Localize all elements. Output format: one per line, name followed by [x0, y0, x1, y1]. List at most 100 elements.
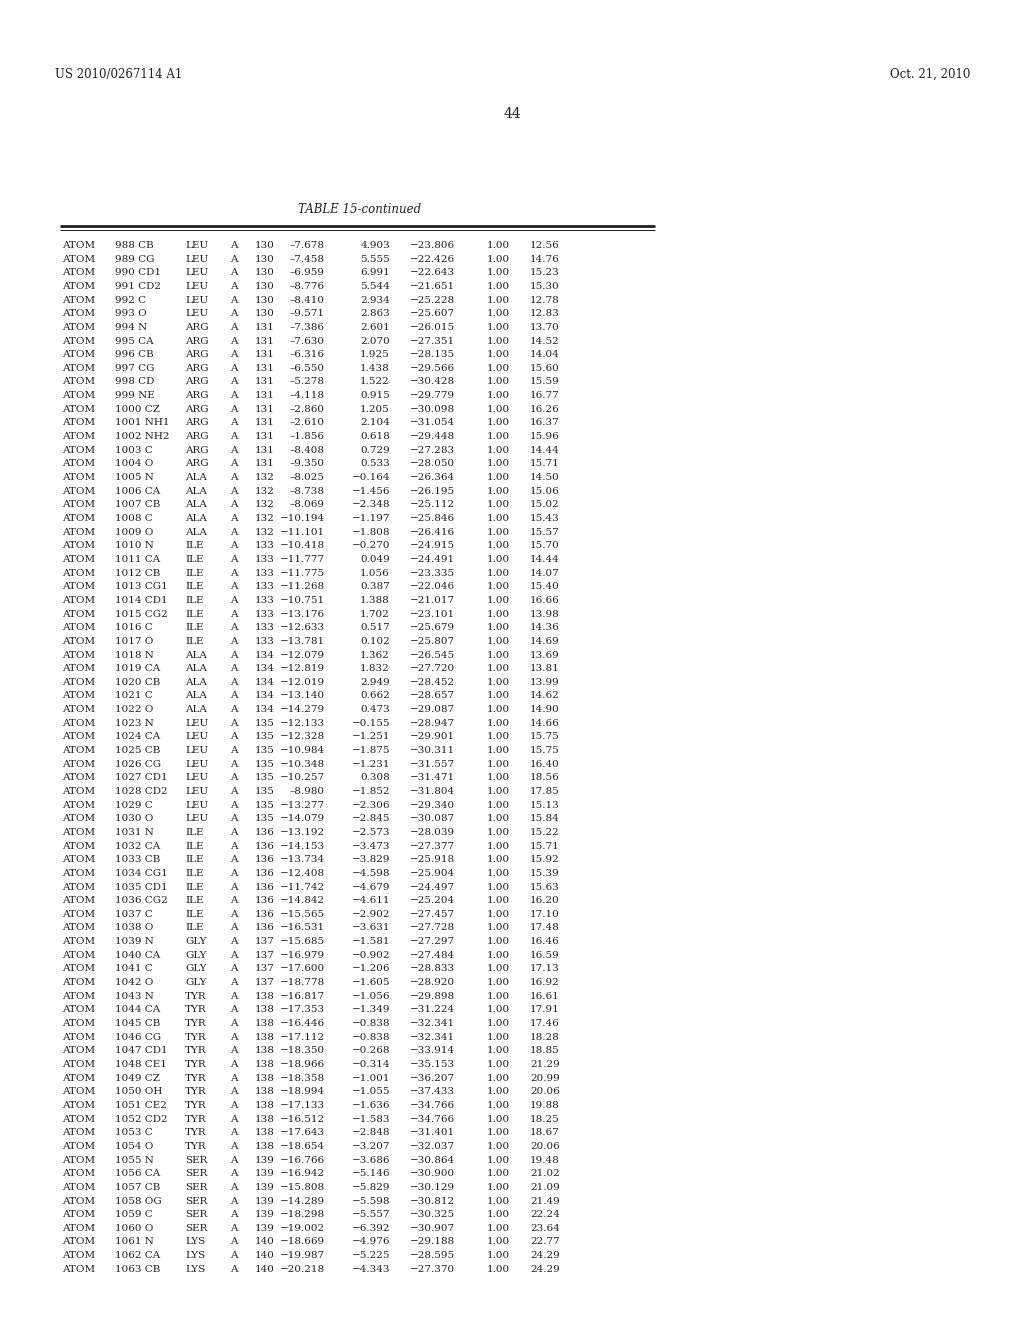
Text: 1005 N: 1005 N — [115, 473, 154, 482]
Text: 138: 138 — [255, 1073, 275, 1082]
Text: ILE: ILE — [185, 582, 204, 591]
Text: 23.64: 23.64 — [530, 1224, 560, 1233]
Text: −13.277: −13.277 — [280, 801, 325, 809]
Text: −25.204: −25.204 — [410, 896, 455, 906]
Text: 17.10: 17.10 — [530, 909, 560, 919]
Text: −28.657: −28.657 — [410, 692, 455, 701]
Text: Oct. 21, 2010: Oct. 21, 2010 — [890, 69, 970, 81]
Text: ATOM: ATOM — [62, 1265, 95, 1274]
Text: A: A — [230, 965, 238, 973]
Text: −30.907: −30.907 — [410, 1224, 455, 1233]
Text: A: A — [230, 801, 238, 809]
Text: −21.651: −21.651 — [410, 282, 455, 290]
Text: ATOM: ATOM — [62, 569, 95, 578]
Text: −32.341: −32.341 — [410, 1032, 455, 1041]
Text: −27.370: −27.370 — [410, 1265, 455, 1274]
Text: 1056 CA: 1056 CA — [115, 1170, 160, 1179]
Text: 133: 133 — [255, 554, 275, 564]
Text: ATOM: ATOM — [62, 528, 95, 537]
Text: 134: 134 — [255, 692, 275, 701]
Text: 1.00: 1.00 — [486, 459, 510, 469]
Text: −20.218: −20.218 — [280, 1265, 325, 1274]
Text: A: A — [230, 1060, 238, 1069]
Text: −31.557: −31.557 — [410, 760, 455, 768]
Text: −3.829: −3.829 — [351, 855, 390, 865]
Text: A: A — [230, 405, 238, 413]
Text: TABLE 15-continued: TABLE 15-continued — [298, 203, 422, 216]
Text: –8.980: –8.980 — [290, 787, 325, 796]
Text: 1063 CB: 1063 CB — [115, 1265, 161, 1274]
Text: −27.720: −27.720 — [410, 664, 455, 673]
Text: 14.62: 14.62 — [530, 692, 560, 701]
Text: −29.901: −29.901 — [410, 733, 455, 742]
Text: ATOM: ATOM — [62, 487, 95, 496]
Text: 1050 OH: 1050 OH — [115, 1088, 163, 1097]
Text: 0.517: 0.517 — [360, 623, 390, 632]
Text: A: A — [230, 636, 238, 645]
Text: 1.00: 1.00 — [486, 541, 510, 550]
Text: −29.188: −29.188 — [410, 1237, 455, 1246]
Text: 0.049: 0.049 — [360, 554, 390, 564]
Text: 133: 133 — [255, 610, 275, 619]
Text: 138: 138 — [255, 1006, 275, 1014]
Text: ATOM: ATOM — [62, 513, 95, 523]
Text: −14.153: −14.153 — [280, 842, 325, 850]
Text: ALA: ALA — [185, 473, 207, 482]
Text: −30.087: −30.087 — [410, 814, 455, 824]
Text: A: A — [230, 677, 238, 686]
Text: 15.84: 15.84 — [530, 814, 560, 824]
Text: 1.00: 1.00 — [486, 965, 510, 973]
Text: −4.598: −4.598 — [351, 869, 390, 878]
Text: −18.654: −18.654 — [280, 1142, 325, 1151]
Text: −25.228: −25.228 — [410, 296, 455, 305]
Text: –8.410: –8.410 — [290, 296, 325, 305]
Text: 132: 132 — [255, 473, 275, 482]
Text: −31.804: −31.804 — [410, 787, 455, 796]
Text: ILE: ILE — [185, 610, 204, 619]
Text: 1.00: 1.00 — [486, 391, 510, 400]
Text: 1.00: 1.00 — [486, 473, 510, 482]
Text: –1.856: –1.856 — [290, 432, 325, 441]
Text: 21.29: 21.29 — [530, 1060, 560, 1069]
Text: A: A — [230, 1224, 238, 1233]
Text: 1.00: 1.00 — [486, 1237, 510, 1246]
Text: 15.13: 15.13 — [530, 801, 560, 809]
Text: 21.02: 21.02 — [530, 1170, 560, 1179]
Text: −11.268: −11.268 — [280, 582, 325, 591]
Text: 995 CA: 995 CA — [115, 337, 154, 346]
Text: 15.92: 15.92 — [530, 855, 560, 865]
Text: –4.118: –4.118 — [290, 391, 325, 400]
Text: SER: SER — [185, 1210, 208, 1220]
Text: −17.643: −17.643 — [280, 1129, 325, 1138]
Text: A: A — [230, 924, 238, 932]
Text: A: A — [230, 1101, 238, 1110]
Text: −30.864: −30.864 — [410, 1155, 455, 1164]
Text: A: A — [230, 1142, 238, 1151]
Text: ATOM: ATOM — [62, 1101, 95, 1110]
Text: −18.358: −18.358 — [280, 1073, 325, 1082]
Text: 131: 131 — [255, 446, 275, 455]
Text: 1.00: 1.00 — [486, 842, 510, 850]
Text: 18.67: 18.67 — [530, 1129, 560, 1138]
Text: −19.002: −19.002 — [280, 1224, 325, 1233]
Text: −0.155: −0.155 — [351, 719, 390, 727]
Text: ATOM: ATOM — [62, 296, 95, 305]
Text: −2.902: −2.902 — [351, 909, 390, 919]
Text: 1040 CA: 1040 CA — [115, 950, 160, 960]
Text: −31.054: −31.054 — [410, 418, 455, 428]
Text: ALA: ALA — [185, 705, 207, 714]
Text: −27.351: −27.351 — [410, 337, 455, 346]
Text: 1.00: 1.00 — [486, 705, 510, 714]
Text: –2.860: –2.860 — [290, 405, 325, 413]
Text: 1.00: 1.00 — [486, 677, 510, 686]
Text: A: A — [230, 391, 238, 400]
Text: −19.987: −19.987 — [280, 1251, 325, 1261]
Text: A: A — [230, 309, 238, 318]
Text: ATOM: ATOM — [62, 378, 95, 387]
Text: 1.00: 1.00 — [486, 814, 510, 824]
Text: 136: 136 — [255, 909, 275, 919]
Text: −28.039: −28.039 — [410, 828, 455, 837]
Text: −12.019: −12.019 — [280, 677, 325, 686]
Text: 15.71: 15.71 — [530, 459, 560, 469]
Text: −27.484: −27.484 — [410, 950, 455, 960]
